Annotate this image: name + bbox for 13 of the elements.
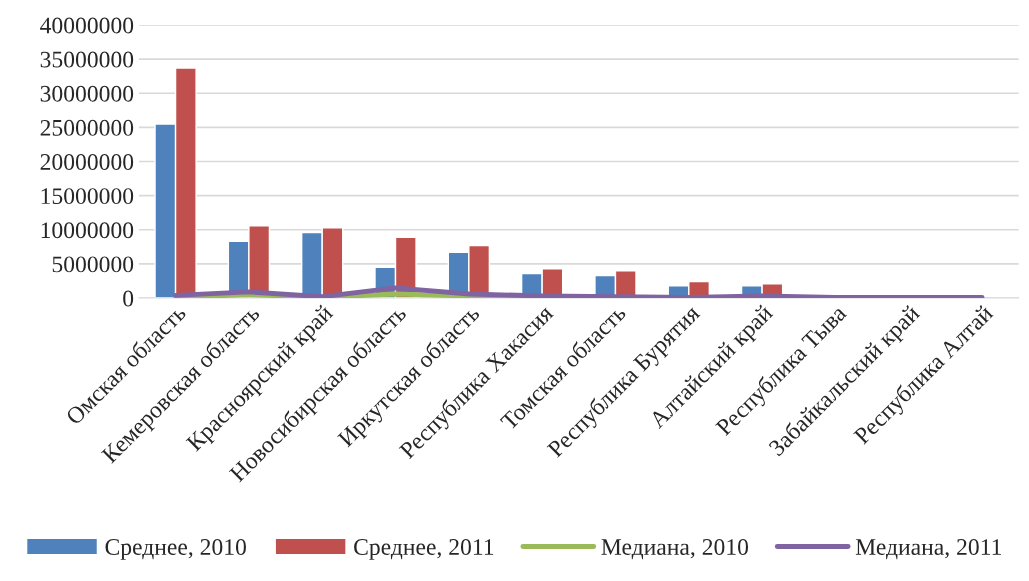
y-tick-label: 5000000: [52, 256, 134, 273]
legend-label: Медиана, 2010: [601, 539, 749, 560]
y-tick-label: 25000000: [40, 119, 134, 136]
y-tick-label: 0: [123, 290, 134, 307]
legend-label: Среднее, 2011: [354, 539, 494, 560]
y-tick-label: 20000000: [40, 154, 134, 170]
legend-label: Медиана, 2011: [855, 539, 1001, 560]
y-tick-label: 10000000: [41, 222, 134, 239]
y-tick-label: 35000000: [40, 51, 134, 68]
y-tick-label: 15000000: [41, 188, 134, 205]
legend-label: Среднее, 2010: [105, 539, 246, 560]
y-tick-label: 40000000: [40, 17, 134, 34]
y-tick-label: 30000000: [40, 85, 134, 102]
